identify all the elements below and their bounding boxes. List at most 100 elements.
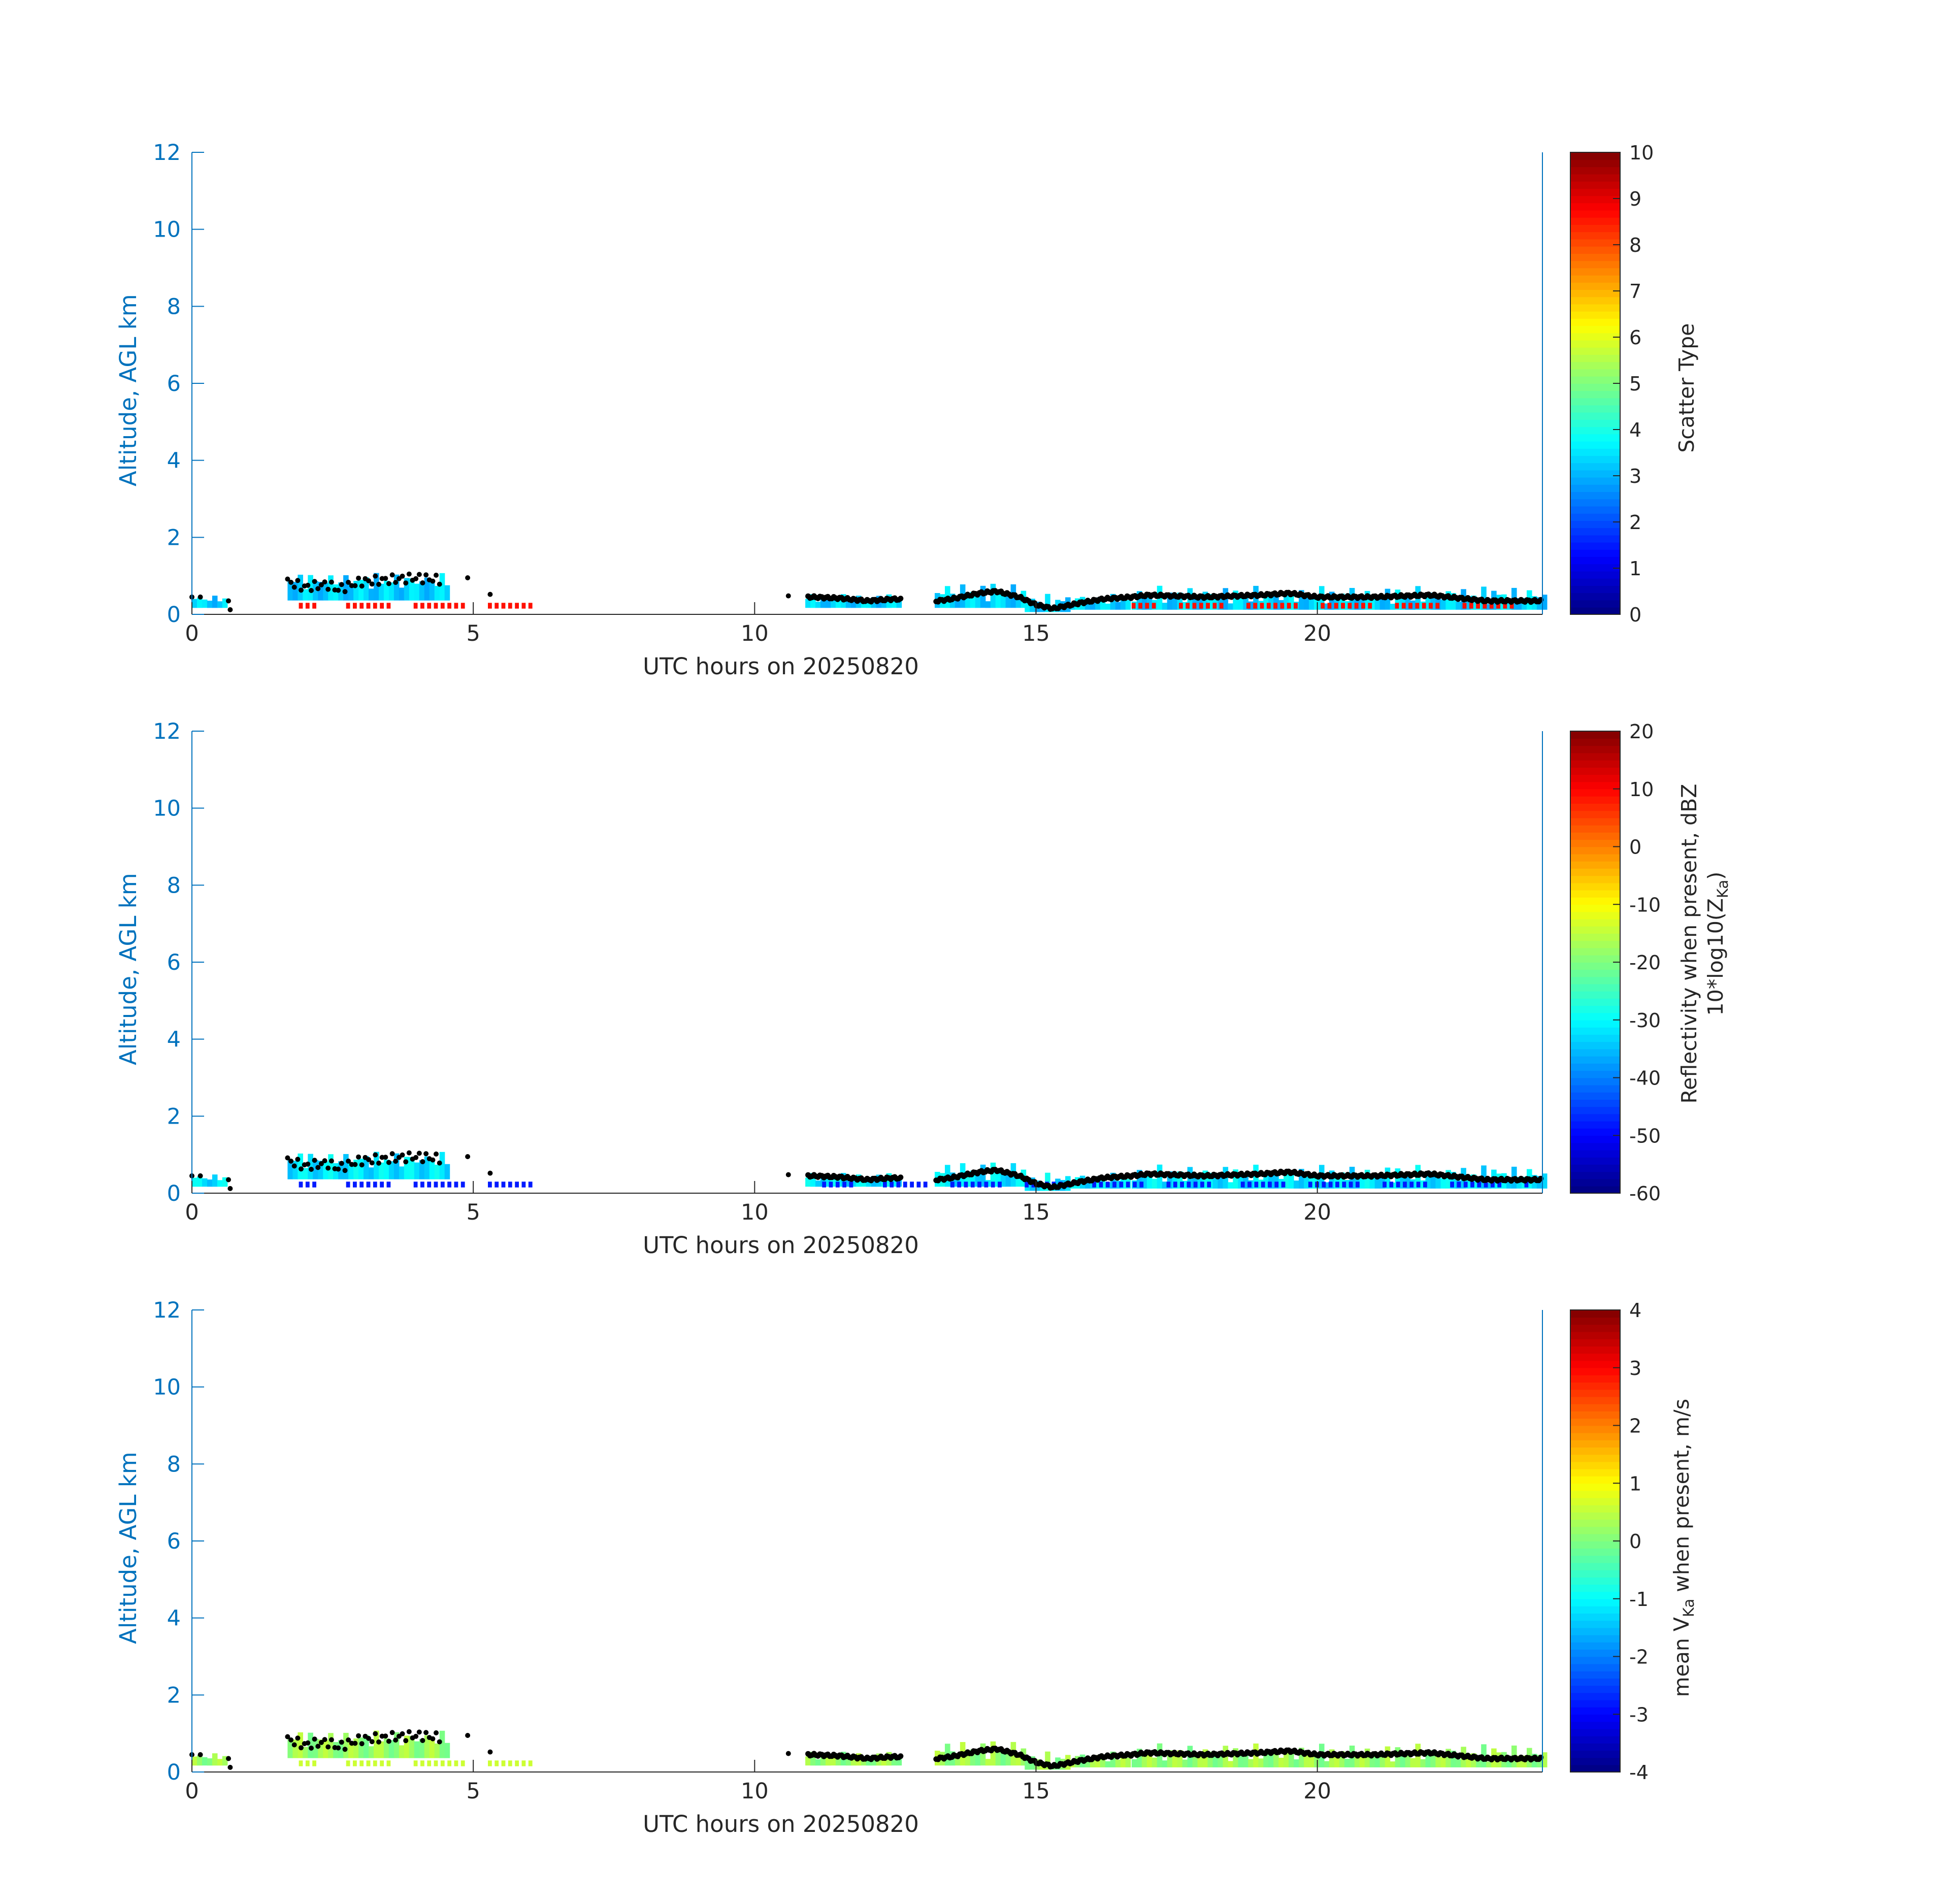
echo-column <box>1344 601 1350 610</box>
lower-echo <box>413 603 418 609</box>
lower-echo <box>1408 603 1412 609</box>
cloud-base-dot <box>465 1733 471 1738</box>
echo-column <box>369 1167 374 1179</box>
echo-field <box>192 573 1548 612</box>
cloud-base-dot <box>328 579 334 585</box>
echo-column <box>1015 1755 1022 1766</box>
echo-column <box>318 1739 323 1758</box>
cloud-base-dot <box>898 596 904 602</box>
echo-column <box>388 582 394 601</box>
lower-echo <box>1261 1181 1265 1188</box>
echo-column <box>1299 590 1304 610</box>
colorbar-swatch <box>1570 1533 1620 1541</box>
colorbar-swatch <box>1570 983 1620 992</box>
colorbar-swatch <box>1570 448 1620 456</box>
echo-column <box>358 1159 364 1179</box>
colorbar-swatch <box>1570 1584 1620 1592</box>
cloud-base-dot <box>198 1173 203 1178</box>
colorbar-swatch <box>1570 1649 1620 1657</box>
colorbar-swatch <box>1570 383 1620 391</box>
lower-echo <box>1503 603 1507 609</box>
cloud-base-dot <box>309 1167 314 1172</box>
colorbar-swatch <box>1570 947 1620 956</box>
cloud-base-dot <box>295 1157 301 1162</box>
x-tick-label: 0 <box>185 1779 199 1804</box>
echo-column <box>1425 1173 1431 1189</box>
lower-echo <box>528 603 533 609</box>
cloud-base-dot <box>393 1737 399 1743</box>
colorbar-label: Scatter Type <box>1674 323 1699 453</box>
lower-echo <box>447 603 451 609</box>
echo-column <box>1000 592 1006 608</box>
lower-echo <box>1348 1181 1353 1188</box>
echo-column <box>424 1156 430 1179</box>
echo-column <box>1471 596 1476 610</box>
echo-column <box>975 1170 981 1187</box>
echo-column <box>434 585 440 601</box>
cloud-base-dot <box>785 593 791 599</box>
cloud-base-dot <box>305 1161 311 1167</box>
echo-column <box>298 574 303 601</box>
lower-echo <box>998 1181 1002 1188</box>
cloud-base-dot <box>328 1737 334 1743</box>
echo-column <box>1197 1756 1203 1767</box>
echo-column <box>1339 1172 1345 1189</box>
cloud-base-dot <box>342 1168 348 1173</box>
echo-column <box>444 1164 450 1179</box>
echo-column <box>980 1743 986 1766</box>
colorbar-swatch <box>1570 347 1620 355</box>
lower-echo <box>1389 1181 1394 1188</box>
echo-column <box>313 581 318 601</box>
lower-echo <box>950 1181 954 1188</box>
echo-column <box>985 1759 991 1766</box>
colorbar-swatch <box>1570 564 1620 572</box>
lower-echo <box>1139 1181 1144 1188</box>
echo-column <box>1000 1171 1006 1187</box>
cloud-base-dot <box>423 1151 429 1157</box>
echo-column <box>1120 1756 1126 1767</box>
echo-column <box>1202 1749 1208 1767</box>
echo-column <box>1466 596 1471 610</box>
colorbar-swatch <box>1570 1519 1620 1527</box>
echo-column <box>1131 1759 1137 1767</box>
colorbar-swatch <box>1570 1620 1620 1628</box>
echo-column <box>891 1756 897 1766</box>
echo-column <box>1405 594 1411 610</box>
colorbar-tick-label: -40 <box>1629 1067 1661 1090</box>
colorbar-swatch <box>1570 405 1620 413</box>
y-tick-label: 10 <box>153 796 181 822</box>
x-tick-label: 20 <box>1303 1779 1331 1804</box>
echo-column <box>353 581 359 601</box>
colorbar-swatch <box>1570 969 1620 977</box>
lower-echo <box>849 1181 853 1188</box>
cloud-base-dot <box>346 1737 351 1743</box>
cloud-base-dot <box>299 587 304 593</box>
echo-column <box>1283 1749 1289 1767</box>
echo-column <box>805 1756 811 1766</box>
lower-echo <box>1395 603 1399 609</box>
echo-column <box>985 601 991 608</box>
echo-column <box>1125 1758 1131 1767</box>
lower-echo <box>970 1181 975 1188</box>
colorbar-swatch <box>1570 803 1620 811</box>
echo-column <box>338 582 344 601</box>
echo-column <box>1466 1175 1471 1189</box>
lower-echo <box>434 603 438 609</box>
echo-column <box>1506 1758 1512 1767</box>
lower-echo <box>1186 603 1190 609</box>
echo-column <box>995 1172 1001 1187</box>
echo-column <box>1440 1757 1446 1767</box>
cloud-base-dot <box>226 598 231 604</box>
echo-column <box>303 1747 308 1758</box>
colorbar-swatch <box>1570 585 1620 594</box>
echo-column <box>1445 591 1451 610</box>
cloud-base-dot <box>325 1744 331 1750</box>
cloud-base-dot <box>403 1738 409 1744</box>
echo-column <box>379 1741 384 1758</box>
echo-column <box>1278 1757 1284 1767</box>
echo-column <box>414 1162 420 1179</box>
lower-echo <box>1280 603 1285 609</box>
cloud-base-dot <box>339 1739 344 1745</box>
echo-column <box>965 1174 971 1187</box>
echo-column <box>1182 1180 1188 1189</box>
